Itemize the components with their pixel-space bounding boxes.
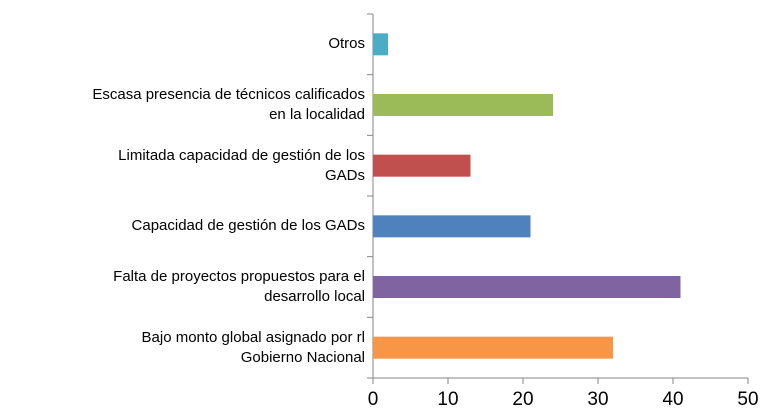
y-tick-label: Limitada capacidad de gestión de los GAD… [118, 146, 365, 184]
bar [373, 336, 613, 359]
x-tick-label: 40 [662, 389, 683, 410]
bar [373, 94, 553, 116]
x-tick-label: 10 [437, 389, 458, 410]
x-tick-label: 30 [587, 389, 608, 410]
x-tick-label: 0 [368, 389, 379, 410]
bar [373, 215, 531, 238]
x-tick-label: 20 [512, 389, 533, 410]
y-tick-label: Capacidad de gestión de los GADs [131, 217, 365, 235]
y-tick-label: Otros [328, 35, 365, 53]
x-tick-label: 50 [737, 389, 758, 410]
bar [373, 276, 681, 298]
y-tick-label: Falta de proyectos propuestos para el de… [113, 268, 365, 305]
y-tick-label: Escasa presencia de técnicos calificados… [92, 86, 365, 123]
bar [373, 154, 471, 177]
y-tick-label: Bajo monto global asignado por rl Gobier… [141, 328, 365, 366]
bar [373, 33, 388, 56]
